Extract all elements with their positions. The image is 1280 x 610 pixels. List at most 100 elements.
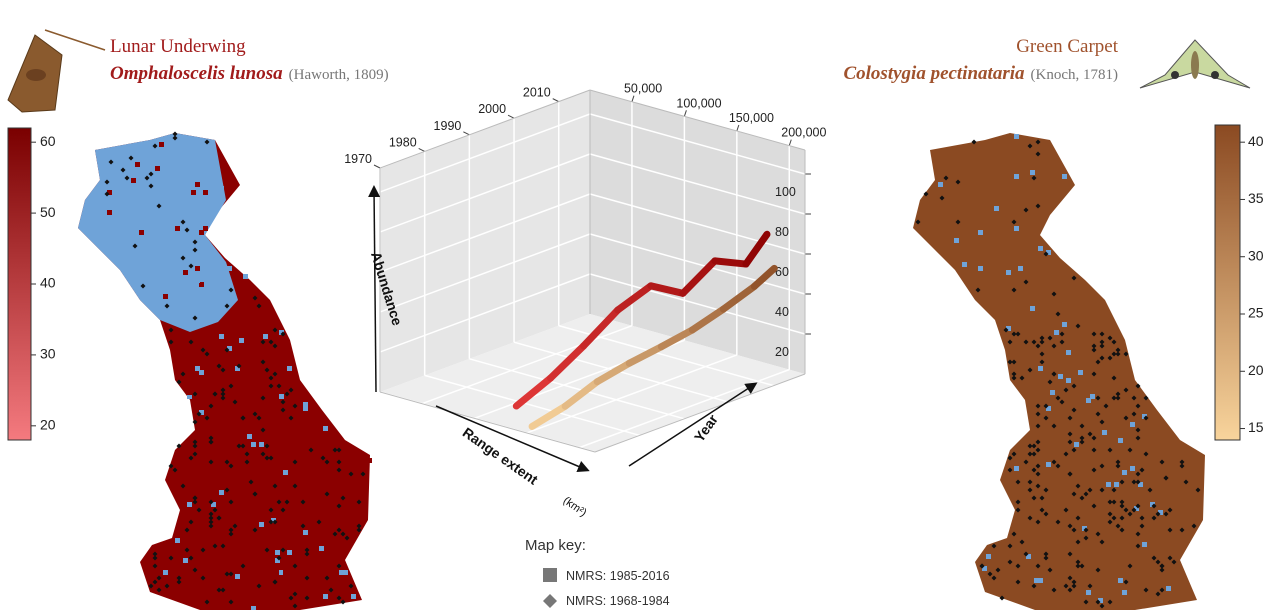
- grid-square: [1106, 482, 1111, 487]
- species-name: Omphaloscelis lunosa(Haworth, 1809): [110, 63, 389, 84]
- grid-square: [1018, 266, 1023, 271]
- grid-square: [195, 278, 200, 283]
- grid-square: [978, 266, 983, 271]
- map-key-item: NMRS: 1968-1984: [566, 594, 670, 608]
- grid-square: [1086, 398, 1091, 403]
- grid-square: [219, 490, 224, 495]
- grid-square: [1014, 134, 1019, 139]
- colorbar-tick-label: 25: [1248, 305, 1264, 321]
- grid-square: [1118, 438, 1123, 443]
- grid-square: [299, 470, 304, 475]
- grid-square: [219, 186, 224, 191]
- grid-square: [1118, 578, 1123, 583]
- grid-square: [259, 442, 264, 447]
- grid-square: [279, 394, 284, 399]
- key-square: [543, 568, 557, 582]
- grid-square: [167, 314, 172, 319]
- x-axis-label: Year: [691, 411, 721, 445]
- grid-square: [163, 294, 168, 299]
- grid-square: [235, 574, 240, 579]
- grid-square: [1122, 590, 1127, 595]
- grid-square: [1114, 482, 1119, 487]
- colorbar: [8, 128, 31, 440]
- grid-square: [1050, 390, 1055, 395]
- grid-square: [187, 390, 192, 395]
- grid-square: [251, 442, 256, 447]
- grid-square: [311, 554, 316, 559]
- grid-square: [239, 358, 244, 363]
- grid-square: [203, 190, 208, 195]
- grid-square: [215, 310, 220, 315]
- grid-square: [175, 538, 180, 543]
- grid-square: [962, 262, 967, 267]
- grid-square: [259, 522, 264, 527]
- y-tick-label: 50,000: [624, 82, 662, 96]
- common-name: Lunar Underwing: [110, 36, 246, 57]
- colorbar-tick-label: 30: [40, 346, 56, 362]
- grid-square: [155, 166, 160, 171]
- grid-square: [199, 370, 204, 375]
- land: [913, 133, 1205, 610]
- grid-square: [1034, 578, 1039, 583]
- grid-square: [275, 550, 280, 555]
- map: [78, 132, 372, 610]
- grid-square: [191, 190, 196, 195]
- grid-square: [1074, 442, 1079, 447]
- key-diamond: [543, 594, 557, 608]
- series-segment: [715, 261, 746, 264]
- grid-square: [95, 214, 100, 219]
- grid-square: [978, 230, 983, 235]
- grid-square: [1062, 174, 1067, 179]
- chart-3d: 1970198019902000201050,000100,000150,000…: [344, 82, 826, 519]
- grid-square: [1130, 422, 1135, 427]
- colorbar-tick-label: 20: [40, 417, 56, 433]
- grid-square: [183, 142, 188, 147]
- tick-mark: [632, 96, 634, 102]
- tick-mark: [737, 125, 739, 131]
- x-tick-label: 2000: [478, 102, 506, 116]
- grid-square: [295, 446, 300, 451]
- grid-square: [183, 466, 188, 471]
- z-tick-label: 100: [775, 185, 796, 199]
- grid-square: [263, 334, 268, 339]
- grid-square: [1038, 246, 1043, 251]
- tick-mark: [463, 132, 469, 135]
- grid-square: [251, 322, 256, 327]
- grid-square: [323, 426, 328, 431]
- map-key-item: NMRS: 1985-2016: [566, 569, 670, 583]
- grid-square: [143, 222, 148, 227]
- grid-square: [219, 334, 224, 339]
- grid-square: [175, 226, 180, 231]
- grid-square: [1102, 430, 1107, 435]
- grid-square: [107, 210, 112, 215]
- figure: Lunar Underwing Omphaloscelis lunosa(Haw…: [0, 0, 1280, 610]
- grid-square: [191, 562, 196, 567]
- grid-square: [215, 202, 220, 207]
- grid-square: [1030, 170, 1035, 175]
- z-tick-label: 80: [775, 225, 789, 239]
- grid-square: [195, 266, 200, 271]
- grid-square: [303, 530, 308, 535]
- y-tick-label: 150,000: [729, 111, 774, 125]
- colorbar-tick-label: 40: [40, 275, 56, 291]
- grid-square: [187, 366, 192, 371]
- grid-square: [239, 338, 244, 343]
- grid-square: [251, 582, 256, 587]
- grid-square: [315, 466, 320, 471]
- grid-square: [131, 178, 136, 183]
- z-tick-label: 20: [775, 345, 789, 359]
- grid-square: [195, 182, 200, 187]
- grid-square: [135, 162, 140, 167]
- y-axis-unit: (km²): [561, 495, 589, 520]
- grid-square: [287, 550, 292, 555]
- x-tick-label: 1980: [389, 135, 417, 149]
- grid-square: [315, 586, 320, 591]
- colorbar-tick-label: 35: [1248, 190, 1264, 206]
- colorbar-tick-label: 60: [40, 133, 56, 149]
- moth-icon: [1140, 40, 1250, 88]
- colorbar-tick-label: 20: [1248, 362, 1264, 378]
- tick-mark: [553, 99, 559, 102]
- y-tick-label: 200,000: [781, 126, 826, 140]
- grid-square: [195, 526, 200, 531]
- grid-square: [335, 550, 340, 555]
